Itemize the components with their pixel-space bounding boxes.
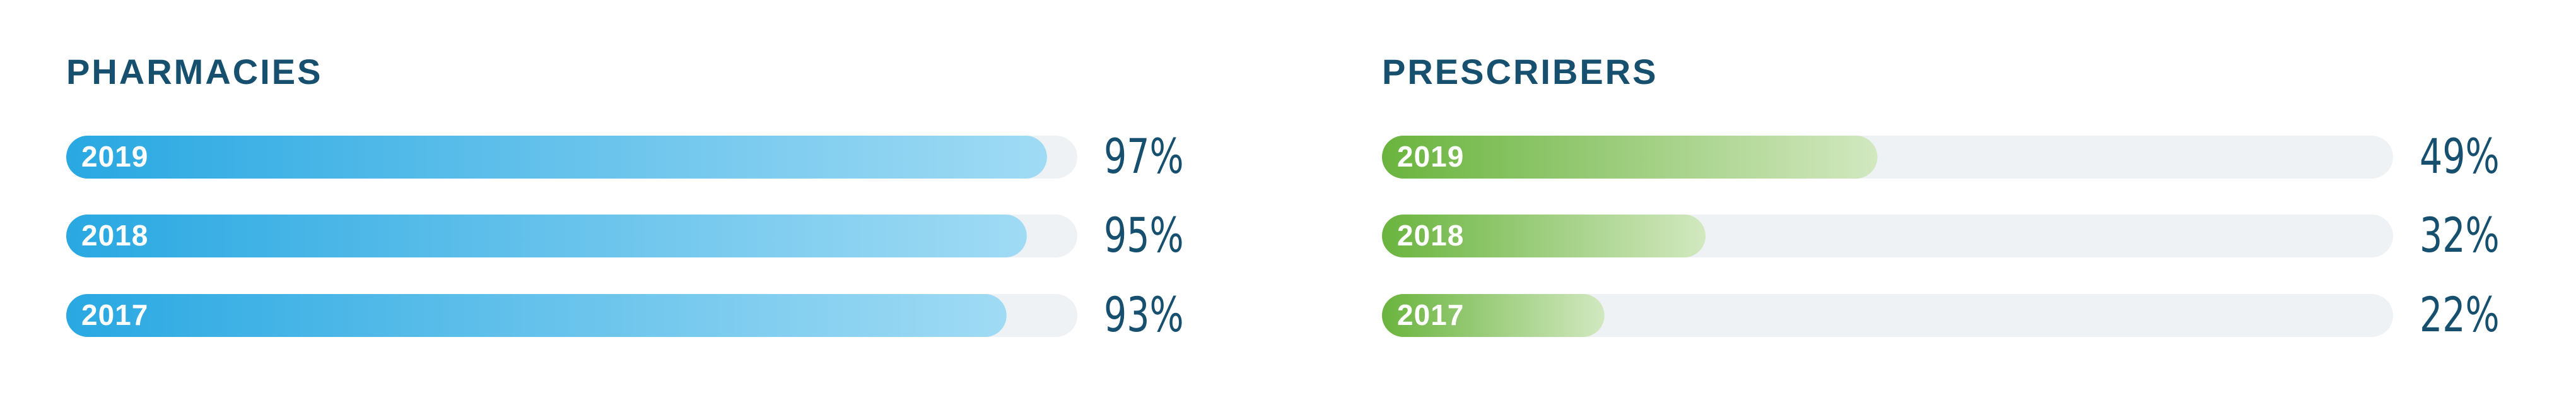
category-label: 2018 xyxy=(1397,219,1464,252)
category-label: 2017 xyxy=(1397,298,1464,331)
bar xyxy=(1382,136,1878,179)
category-label: 2019 xyxy=(81,140,148,173)
value-label: 32% xyxy=(2420,208,2500,263)
bar xyxy=(66,136,1047,179)
bar xyxy=(66,215,1027,257)
value-label: 93% xyxy=(1104,287,1184,343)
bar xyxy=(1382,294,1605,337)
value-label: 95% xyxy=(1104,208,1184,263)
category-label: 2018 xyxy=(81,219,148,252)
value-label: 97% xyxy=(1104,129,1184,184)
category-label: 2019 xyxy=(1397,140,1464,173)
track xyxy=(1382,294,2393,337)
value-label: 22% xyxy=(2420,287,2500,343)
category-label: 2017 xyxy=(81,298,148,331)
chart-title: PHARMACIES xyxy=(66,52,322,91)
chart-title: PRESCRIBERS xyxy=(1382,52,1658,91)
bar xyxy=(1382,215,1706,257)
bar xyxy=(66,294,1007,337)
value-label: 49% xyxy=(2420,129,2500,184)
